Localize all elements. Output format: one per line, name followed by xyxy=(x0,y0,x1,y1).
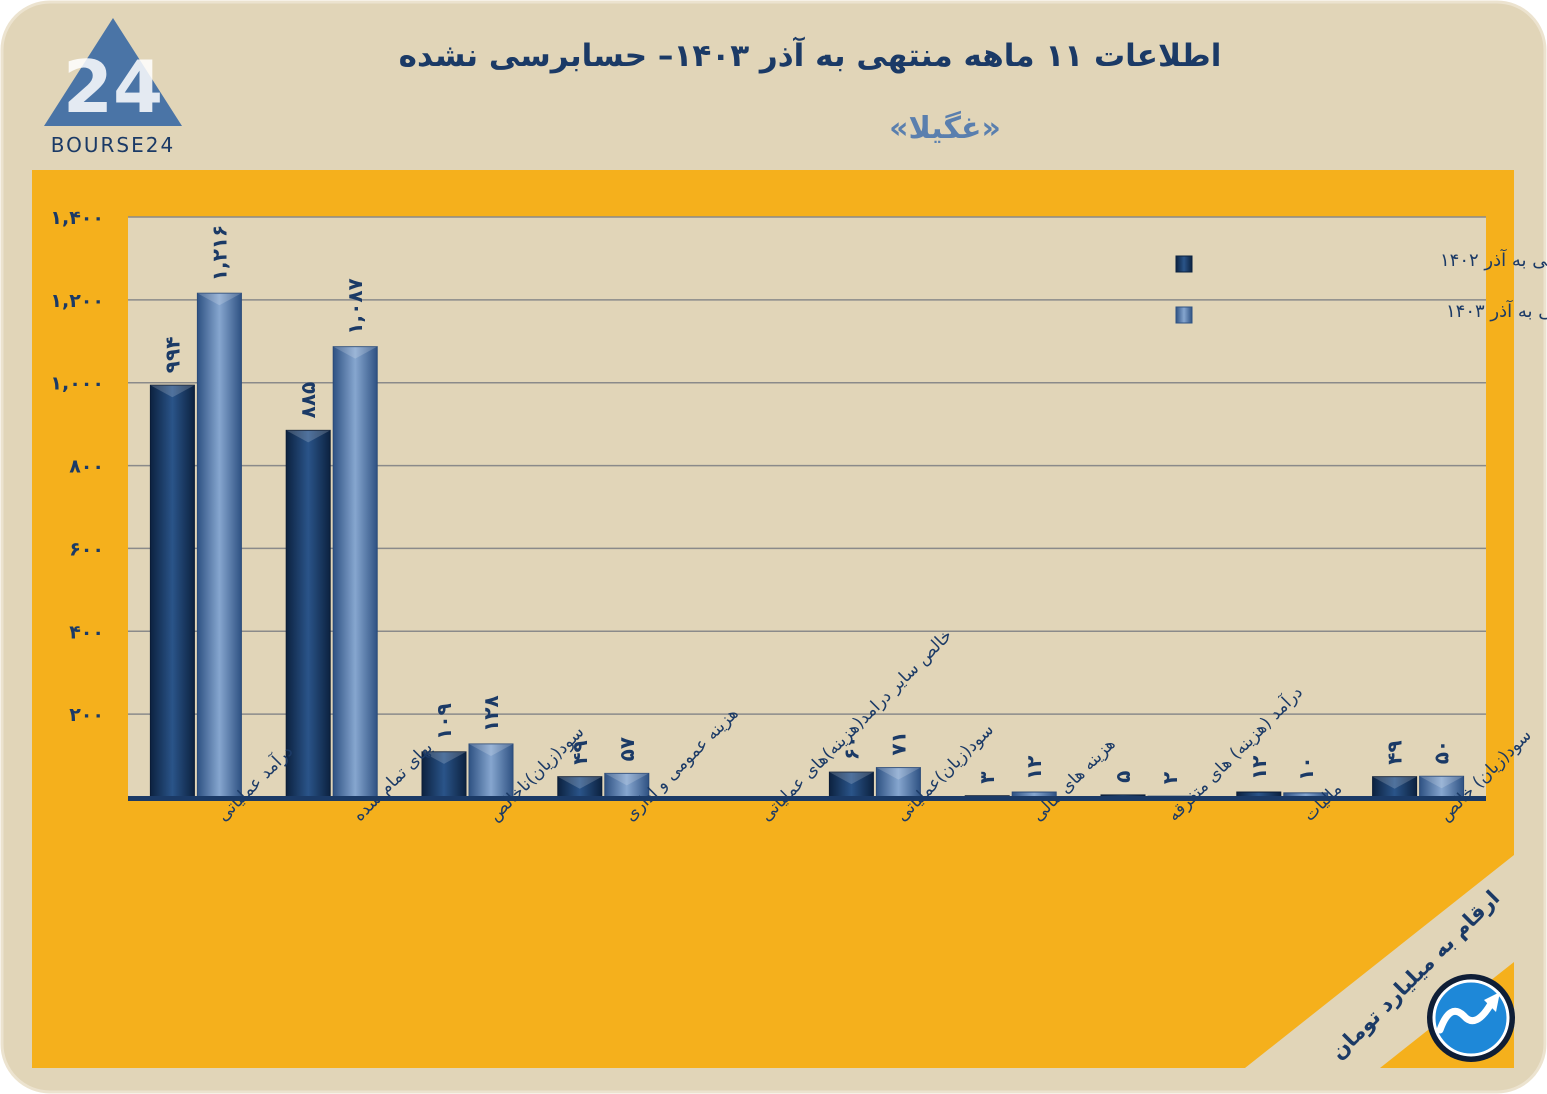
data-label: ۱۰۹ xyxy=(432,703,456,740)
bar-bevel xyxy=(557,776,602,789)
data-label: ۱,۰۸۷ xyxy=(343,278,367,334)
bar-bevel xyxy=(1419,776,1464,789)
bar-1402 xyxy=(149,384,195,798)
legend-label-1402: عملکرد منتهی به آذر ۱۴۰۲ xyxy=(1440,248,1547,271)
data-labels: ۹۹۴ ۱,۲۱۶ ۸۸۵ ۱,۰۸۷ ۱۰۹ ۱۲۸ ۴۹ ۵۷ ۶۰ ۷۱ ۳ ۱۲ ۵ ۲ ۱۲ ۱۰ ۴… xyxy=(160,225,1453,784)
y-tick-label: ۱,۰۰۰ xyxy=(50,373,104,395)
bar-1402 xyxy=(421,751,467,798)
logo: 24 BOURSE24 xyxy=(44,18,182,157)
bar-bevel xyxy=(333,346,378,359)
data-label: ۹۹۴ xyxy=(160,337,184,374)
data-label: ۱۲ xyxy=(1247,756,1271,780)
bar-bevel xyxy=(1372,776,1417,789)
chart-title: اطلاعات ۱۱ ماهه منتهی به آذر ۱۴۰۳– حسابر… xyxy=(399,36,1222,74)
data-label: ۱۰ xyxy=(1294,756,1318,780)
bar-1403 xyxy=(196,292,242,798)
x-axis-line xyxy=(128,796,1486,801)
data-label: ۳ xyxy=(975,772,999,784)
data-label: ۱۲ xyxy=(1022,756,1046,780)
badge-icon xyxy=(1427,974,1515,1062)
data-label: ۸۸۵ xyxy=(296,382,320,419)
bar-1403 xyxy=(332,346,378,798)
bar-bevel xyxy=(422,751,466,764)
data-label: ۵ xyxy=(1111,771,1135,783)
bar-bevel xyxy=(604,773,649,786)
y-tick-label: ۶۰۰ xyxy=(69,538,104,560)
legend-label-1403: عملکرد منتهی به آذر ۱۴۰۳ xyxy=(1446,299,1547,322)
data-label: ۲ xyxy=(1158,772,1182,784)
bar-1402 xyxy=(828,771,874,798)
bar-1403 xyxy=(468,743,514,798)
data-label: ۱۲۸ xyxy=(479,695,503,732)
y-tick-label: ۱,۴۰۰ xyxy=(50,207,104,229)
bar-bevel xyxy=(469,743,513,756)
logo-triangle-icon xyxy=(44,18,182,126)
bar-1402 xyxy=(285,429,331,798)
y-tick-label: ۴۰۰ xyxy=(69,621,104,643)
y-tick-label: ۲۰۰ xyxy=(69,704,104,726)
data-label: ۵۷ xyxy=(615,737,639,761)
legend-swatch-1403 xyxy=(1175,306,1193,324)
bars xyxy=(149,292,1465,798)
bar-bevel xyxy=(286,430,331,443)
data-label: ۷۱ xyxy=(886,731,910,755)
bar-bevel xyxy=(876,767,921,780)
data-label: ۵۰ xyxy=(1430,740,1454,764)
y-axis: ۲۰۰ ۴۰۰ ۶۰۰ ۸۰۰ ۱,۰۰۰ ۱,۲۰۰ ۱,۴۰۰ xyxy=(50,207,104,726)
bar-bevel xyxy=(150,385,195,398)
data-label: ۱,۲۱۶ xyxy=(207,225,231,281)
data-label: ۴۹ xyxy=(568,740,592,764)
legend: عملکرد منتهی به آذر ۱۴۰۲ عملکرد منتهی به… xyxy=(1175,248,1547,324)
data-label: ۴۹ xyxy=(1383,740,1407,764)
y-tick-label: ۱,۲۰۰ xyxy=(50,290,104,312)
data-label: ۶۰ xyxy=(839,736,863,760)
logo-name: BOURSE24 xyxy=(51,133,175,157)
logo-number: 24 xyxy=(63,45,163,129)
bar-1403 xyxy=(875,767,921,798)
y-tick-label: ۸۰۰ xyxy=(69,456,104,478)
legend-swatch-1402 xyxy=(1175,255,1193,273)
bar-bevel xyxy=(829,772,874,785)
chart-subtitle: «غگیلا» xyxy=(889,110,1001,146)
bar-bevel xyxy=(197,293,242,306)
